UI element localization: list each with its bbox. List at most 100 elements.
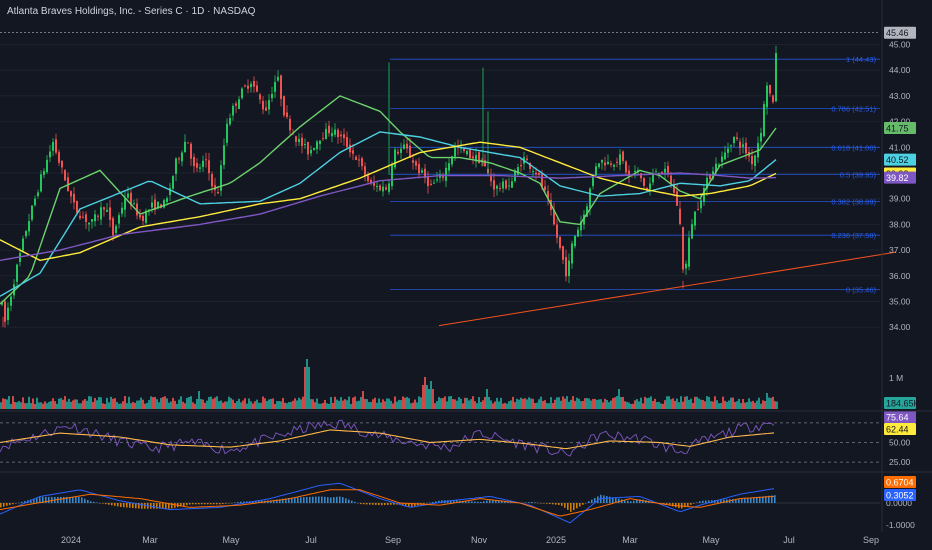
candle-body <box>40 174 42 192</box>
volume-bar <box>294 398 296 409</box>
candle-body <box>136 203 138 216</box>
candle-body <box>643 178 645 186</box>
volume-bar <box>346 400 348 409</box>
volume-bar <box>468 400 470 409</box>
volume-bar <box>680 396 682 409</box>
volume-bar <box>24 403 26 409</box>
volume-bar <box>434 403 436 409</box>
signal-badge-bg <box>884 489 916 501</box>
time-tick-label: Nov <box>471 535 488 545</box>
macd-histogram-bar <box>354 501 356 503</box>
time-tick-label: May <box>702 535 720 545</box>
candle-body <box>154 199 156 210</box>
macd-histogram-bar <box>156 503 158 509</box>
time-tick-label: Jul <box>305 535 317 545</box>
macd-histogram-bar <box>408 503 410 507</box>
volume-bar <box>300 399 302 409</box>
candle-body <box>100 207 102 220</box>
macd-histogram-bar <box>507 501 509 503</box>
volume-bar <box>488 397 490 409</box>
macd-histogram-bar <box>219 503 221 505</box>
volume-bar <box>746 402 748 409</box>
volume-bar <box>154 396 156 409</box>
volume-bar <box>74 399 76 409</box>
candle-body <box>256 85 258 92</box>
macd-histogram-bar <box>189 503 191 505</box>
price-tick-label: 45.00 <box>889 40 911 50</box>
volume-bar <box>590 400 592 409</box>
volume-bar <box>28 396 30 409</box>
candle-body <box>181 152 183 162</box>
volume-bar <box>376 402 378 409</box>
candle-body <box>703 188 705 202</box>
volume-bar <box>654 398 656 409</box>
candle-body <box>760 132 762 142</box>
candle-body <box>622 151 624 162</box>
macd-histogram-bar <box>153 503 155 509</box>
volume-bar <box>200 399 202 409</box>
volume-bar <box>446 401 448 409</box>
macd-histogram-bar <box>105 503 107 505</box>
volume-bar <box>0 402 2 409</box>
candle-body <box>76 200 78 213</box>
macd-histogram-bar <box>717 499 719 503</box>
candle-body <box>373 182 375 186</box>
volume-bar <box>482 400 484 409</box>
macd-histogram-bar <box>78 496 80 503</box>
volume-bar <box>38 402 40 409</box>
volume-bar <box>354 396 356 409</box>
candle-body <box>274 82 276 92</box>
macd-histogram-bar <box>312 496 314 503</box>
volume-bar <box>358 400 360 409</box>
volume-bar <box>382 399 384 409</box>
candle-body <box>742 144 744 147</box>
time-tick-label: Jul <box>783 535 795 545</box>
candle-body <box>316 141 318 150</box>
candle-body <box>388 183 390 192</box>
volume-bar <box>408 398 410 409</box>
volume-bar <box>596 399 598 409</box>
volume-bar <box>70 401 72 409</box>
volume-bar <box>770 397 772 409</box>
macd-histogram-bar <box>36 497 38 503</box>
candle-body <box>454 146 456 157</box>
macd-histogram-bar <box>84 498 86 503</box>
slow-ma-line <box>0 141 777 262</box>
volume-bar <box>554 399 556 409</box>
macd-histogram-bar <box>732 499 734 503</box>
volume-bar <box>218 401 220 409</box>
volume-bar <box>248 398 250 409</box>
volume-bar <box>736 401 738 409</box>
macd-histogram-bar <box>132 503 134 509</box>
volume-bar <box>670 399 672 409</box>
candle-body <box>664 168 666 173</box>
volume-bar <box>384 401 386 409</box>
macd-histogram-bar <box>606 496 608 503</box>
macd-histogram-bar <box>426 503 428 504</box>
macd-histogram-bar <box>282 498 284 503</box>
candle-body <box>334 129 336 135</box>
candle-body <box>595 166 597 176</box>
candle-body <box>505 180 507 189</box>
volume-bar <box>148 400 150 409</box>
macd-histogram-bar <box>744 498 746 503</box>
volume-bar <box>8 396 10 409</box>
volume-bar <box>676 398 678 409</box>
volume-bar <box>316 398 318 409</box>
macd-histogram-bar <box>348 499 350 503</box>
price-tick-label: 35.00 <box>889 296 911 306</box>
candle-body <box>328 125 330 134</box>
volume-bar <box>6 399 8 409</box>
candle-body <box>64 170 66 181</box>
macd-histogram-bar <box>30 499 32 503</box>
candle-body <box>184 141 186 153</box>
candle-body <box>322 138 324 140</box>
volume-bar <box>278 401 280 409</box>
macd-histogram-bar <box>705 500 707 503</box>
volume-bar <box>682 401 684 409</box>
volume-bar <box>536 402 538 409</box>
volume-bar <box>502 403 504 409</box>
candle-body <box>433 182 435 184</box>
